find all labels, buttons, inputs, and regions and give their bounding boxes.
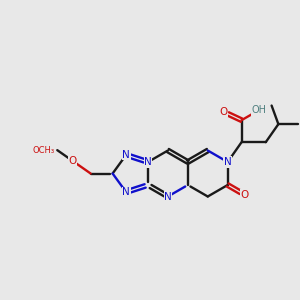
Text: N: N (144, 157, 152, 167)
Text: N: N (164, 191, 172, 202)
Text: O: O (241, 190, 249, 200)
Text: O: O (220, 107, 228, 117)
Text: O: O (68, 156, 77, 166)
Text: N: N (122, 150, 130, 160)
Text: N: N (122, 187, 130, 197)
Text: N: N (224, 157, 232, 167)
Text: OCH₃: OCH₃ (32, 146, 54, 155)
Text: OH: OH (251, 105, 266, 115)
